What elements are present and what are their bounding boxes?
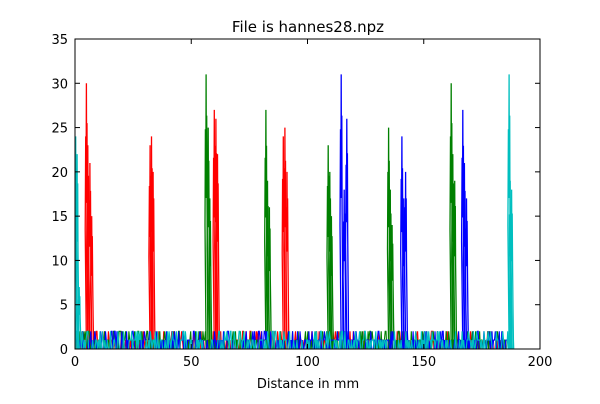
x-tick-label-1: 50 [183, 355, 200, 370]
series-1-peak-5 [267, 207, 273, 349]
series-3-group [75, 74, 515, 349]
x-tick-label-4: 200 [528, 355, 553, 370]
series-2-peak-1 [342, 189, 347, 349]
series-1-peak-8 [329, 216, 335, 349]
y-tick-label-4: 20 [51, 166, 68, 181]
series-2-peak-5 [403, 171, 409, 349]
x-tick-label-3: 150 [411, 355, 436, 370]
chart-title: File is hannes28.npz [232, 18, 384, 36]
series-1-peak-11 [390, 224, 395, 349]
x-tick-label-2: 100 [295, 355, 320, 370]
series-3-peak-2 [77, 286, 82, 349]
y-tick-label-3: 15 [51, 210, 68, 225]
series-3-peak-5 [509, 189, 515, 349]
series-2-peak-2 [344, 118, 350, 349]
plot-area [75, 74, 515, 349]
y-tick-label-1: 5 [60, 299, 68, 314]
y-tick-label-0: 0 [60, 343, 68, 358]
series-2-group [75, 74, 512, 349]
series-1-peak-2 [208, 198, 213, 349]
y-tick-label-7: 35 [51, 33, 68, 48]
series-0-peak-6 [151, 171, 156, 349]
series-1-group [75, 74, 512, 349]
x-axis-label: Distance in mm [257, 377, 359, 392]
series-0-group [75, 83, 513, 349]
y-tick-label-2: 10 [51, 254, 68, 269]
series-0-peak-3 [89, 216, 95, 349]
series-0-peak-9 [215, 154, 221, 349]
series-2-peak-8 [464, 198, 470, 349]
series-0-peak-12 [285, 171, 290, 349]
series-2-peak-0 [339, 74, 344, 349]
y-tick-label-5: 25 [51, 122, 68, 137]
series-3-baseline [75, 330, 512, 349]
series-1-peak-14 [452, 180, 458, 349]
y-tick-label-6: 30 [51, 77, 68, 92]
x-tick-label-0: 0 [71, 355, 79, 370]
